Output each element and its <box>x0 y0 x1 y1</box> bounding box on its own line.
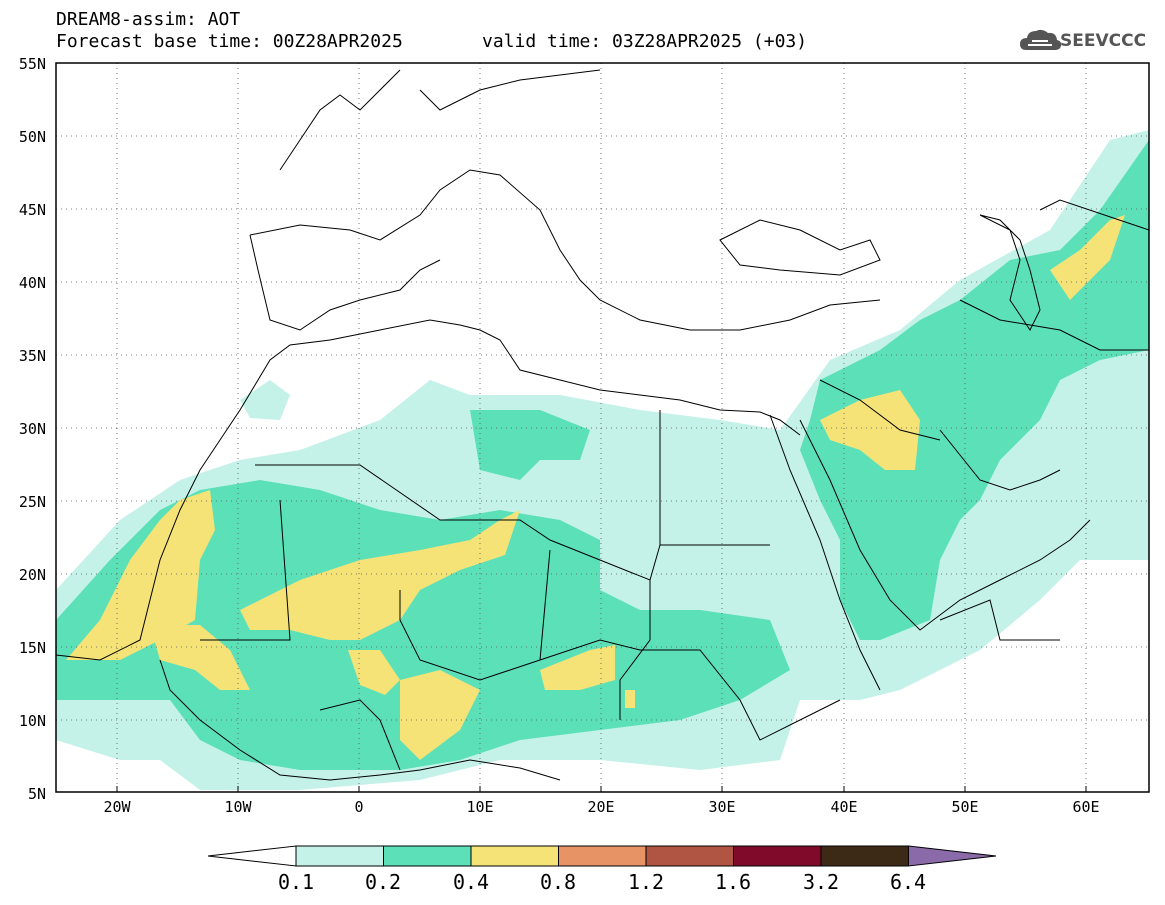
colorbar-swatch <box>820 845 909 867</box>
lat-label: 40N <box>18 274 46 292</box>
lat-label: 25N <box>18 493 46 511</box>
colorbar-label: 0.8 <box>539 870 577 894</box>
lat-label: 15N <box>18 639 46 657</box>
colorbar-label: 3.2 <box>802 870 840 894</box>
lon-label: 40E <box>830 798 858 816</box>
aot-field <box>56 130 1149 790</box>
cloud-icon <box>1020 29 1062 50</box>
lat-label: 35N <box>18 347 46 365</box>
colorbar-label: 0.1 <box>277 870 315 894</box>
map-title: DREAM8-assim: AOT <box>56 9 241 30</box>
axis-ticks <box>116 786 1087 792</box>
map-border <box>55 62 1150 793</box>
lon-label: 10E <box>466 798 494 816</box>
grid-lines <box>56 63 1149 792</box>
colorbar-label: 0.2 <box>364 870 402 894</box>
lon-label: 10W <box>224 798 252 816</box>
colorbar-label: 6.4 <box>889 870 927 894</box>
colorbar-swatch <box>733 845 822 867</box>
colorbar-swatch <box>295 845 384 867</box>
colorbar <box>207 845 997 867</box>
colorbar-label: 0.4 <box>452 870 490 894</box>
colorbar-label: 1.6 <box>714 870 752 894</box>
aot-band-0.4 <box>66 215 1125 760</box>
colorbar-swatch <box>645 845 734 867</box>
coastlines <box>56 69 1149 781</box>
lon-label: 30E <box>708 798 736 816</box>
lat-label: 20N <box>18 566 46 584</box>
lat-label: 5N <box>27 785 46 803</box>
lon-label: 50E <box>951 798 979 816</box>
lat-label: 55N <box>18 55 46 73</box>
colorbar-swatch <box>558 845 647 867</box>
colorbar-swatch <box>383 845 472 867</box>
lon-label: 20E <box>587 798 615 816</box>
lat-label: 10N <box>18 712 46 730</box>
lat-label: 50N <box>18 128 46 146</box>
forecast-base-time: Forecast base time: 00Z28APR2025 <box>56 31 403 52</box>
lat-label: 45N <box>18 201 46 219</box>
logo-text: SEEVCCC <box>1060 31 1147 51</box>
colorbar-swatch <box>470 845 559 867</box>
lon-label: 20W <box>103 798 131 816</box>
colorbar-min-arrow <box>207 845 297 867</box>
lat-label: 30N <box>18 420 46 438</box>
lon-label: 0 <box>354 798 364 816</box>
lon-label: 60E <box>1072 798 1100 816</box>
colorbar-label: 1.2 <box>627 870 665 894</box>
colorbar-max-arrow <box>908 845 997 867</box>
valid-time: valid time: 03Z28APR2025 (+03) <box>482 31 808 52</box>
